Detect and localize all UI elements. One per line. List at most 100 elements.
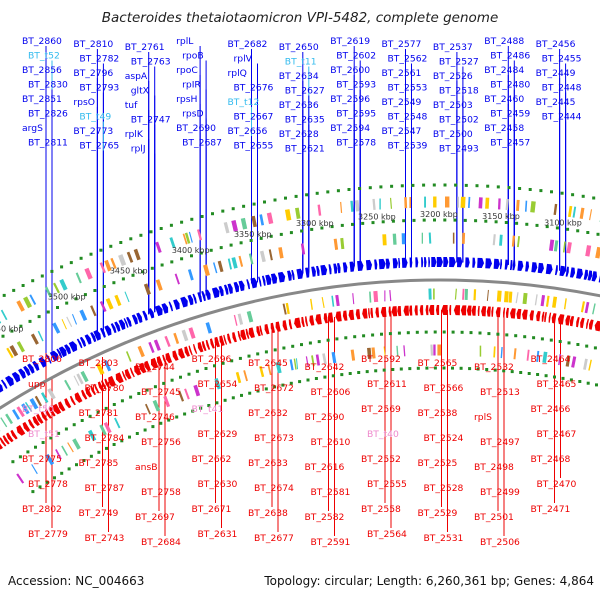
gc-dot: [476, 367, 480, 371]
cog-feature: [133, 248, 141, 261]
cog-feature: [259, 365, 265, 378]
gc-dot: [361, 221, 365, 225]
gc-dot: [399, 367, 403, 371]
gc-dot: [46, 310, 50, 314]
gc-dot: [240, 393, 243, 397]
gene-label: BT_2493: [439, 144, 479, 155]
gene-label: BT_2687: [182, 138, 222, 149]
gene-label: BT_2549: [382, 97, 422, 108]
gene-label: BT_2676: [234, 83, 274, 94]
gc-dot: [484, 219, 488, 223]
cog-feature: [243, 370, 248, 382]
cog-feature: [5, 413, 13, 425]
cog-feature: [37, 330, 44, 342]
cog-feature: [12, 409, 21, 420]
gene-label: BT_2480: [490, 80, 530, 91]
gc-dot: [209, 248, 213, 252]
gene-label: rpsH: [176, 94, 197, 105]
gc-dot: [167, 418, 171, 422]
cog-feature: [155, 279, 163, 291]
cog-feature: [583, 358, 588, 370]
gc-dot: [239, 241, 243, 245]
cog-feature: [240, 217, 248, 230]
gc-dot: [592, 196, 596, 200]
reverse-gene: [460, 305, 467, 316]
gc-dot: [502, 369, 506, 373]
gc-dot: [143, 428, 147, 432]
gc-dot: [112, 403, 116, 406]
gc-dot: [569, 378, 573, 382]
reverse-gene: [115, 372, 124, 384]
gene-label: BT_2860: [22, 36, 62, 47]
cog-feature: [66, 316, 73, 328]
gc-dot: [487, 332, 491, 336]
gc-dot: [433, 366, 437, 370]
gene-label: BT_2445: [536, 97, 576, 108]
feature-rings: [0, 183, 600, 494]
gc-dot: [348, 372, 352, 375]
gc-dot: [162, 381, 166, 385]
gc-dot: [371, 221, 375, 225]
forward-gene: [18, 368, 26, 379]
cog-feature: [223, 221, 230, 234]
gc-dot: [175, 415, 179, 419]
forward-gene: [233, 281, 239, 293]
forward-gene: [565, 266, 569, 277]
gc-dot: [129, 395, 133, 399]
cog-feature: [53, 282, 60, 294]
gene-label: aspA: [125, 71, 148, 82]
forward-gene: [238, 280, 245, 292]
forward-gene: [0, 379, 8, 389]
forward-gene: [123, 318, 129, 328]
gene-label: BT_2553: [388, 83, 428, 94]
gc-dot: [593, 346, 597, 350]
gene-label: BT_2565: [418, 358, 458, 369]
gc-dot: [19, 324, 23, 328]
cog-feature: [178, 390, 185, 402]
gc-dot: [75, 463, 78, 467]
reverse-gene: [585, 318, 589, 329]
gc-dot: [553, 375, 556, 379]
gene-label: BT_2486: [490, 51, 530, 62]
forward-gene: [569, 267, 576, 278]
gene-label: BT_2501: [474, 512, 514, 523]
forward-gene: [142, 310, 148, 321]
cog-feature: [331, 351, 337, 364]
cog-feature: [110, 257, 117, 269]
cog-feature: [114, 417, 121, 429]
gc-dot: [69, 261, 73, 265]
cog-feature: [29, 294, 37, 305]
position-tick-label: 3450 kbp: [110, 267, 148, 276]
cog-feature: [152, 399, 161, 412]
gene-label: BT_2811: [28, 138, 68, 149]
gc-dot: [424, 330, 428, 334]
reverse-gene: [197, 341, 204, 353]
cog-feature: [585, 245, 592, 257]
cog-feature: [237, 313, 244, 325]
gene-label: BT_2499: [480, 487, 520, 498]
gene-label: BT_2590: [305, 412, 345, 423]
reverse-gene: [342, 310, 348, 321]
gc-dot: [433, 218, 436, 222]
gc-dot: [199, 251, 203, 255]
forward-gene: [11, 371, 21, 383]
cog-feature: [188, 327, 196, 339]
reverse-gene: [139, 362, 147, 374]
reverse-gene: [428, 305, 435, 316]
cog-feature: [99, 262, 106, 274]
gene-label: BT_2621: [285, 144, 325, 155]
gc-dot: [493, 368, 497, 372]
gene-label: BT_2459: [490, 109, 530, 120]
gc-dot: [247, 354, 251, 358]
reverse-gene: [435, 305, 440, 316]
gc-dot: [28, 319, 32, 323]
cog-feature: [266, 212, 274, 225]
gene-label: BT_2856: [22, 65, 62, 76]
reverse-gene: [409, 305, 413, 316]
gene-label: BT_2749: [79, 508, 119, 519]
reverse-gene: [368, 308, 371, 319]
cog-feature: [169, 237, 176, 249]
gene-label: BT_2697: [135, 512, 175, 523]
gc-dot: [485, 368, 489, 371]
